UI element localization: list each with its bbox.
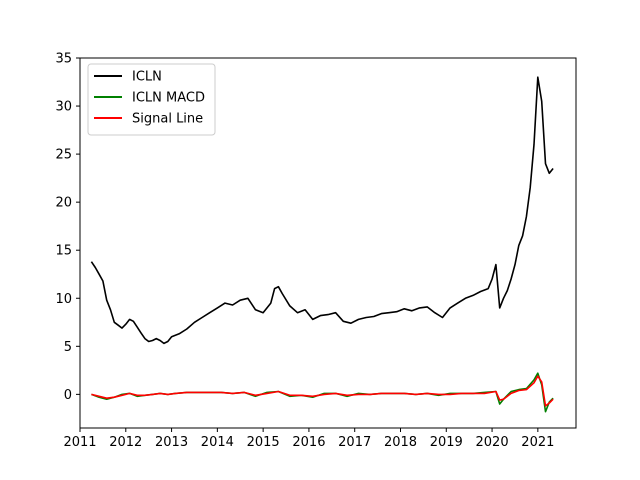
- series-line-icln: [90, 76, 554, 345]
- y-tick-label: 35: [55, 52, 72, 67]
- x-tick-label: 2021: [521, 435, 554, 450]
- x-tick-label: 2019: [430, 435, 463, 450]
- x-tick-label: 2020: [476, 435, 509, 450]
- x-tick-label: 2014: [201, 435, 234, 450]
- x-tick-label: 2016: [292, 435, 325, 450]
- y-tick-label: 5: [64, 340, 72, 355]
- y-tick-label: 10: [55, 292, 72, 307]
- y-tick-label: 20: [55, 196, 72, 211]
- legend: ICLN ICLN MACD Signal Line: [87, 63, 216, 136]
- x-tick-label: 2017: [338, 435, 371, 450]
- y-tick-label: 0: [64, 388, 72, 403]
- x-tick-label: 2012: [109, 435, 142, 450]
- legend-label-icln: ICLN: [132, 70, 162, 85]
- axes-layer: 2011 2012 2013 2014 2015 2016 2017 2018 2019 2020…: [55, 52, 554, 451]
- series-layer: [90, 76, 554, 413]
- legend-label-signal-line: Signal Line: [132, 112, 203, 127]
- x-tick-label: 2018: [384, 435, 417, 450]
- y-tick-label: 25: [55, 148, 72, 163]
- plot-frame: [79, 57, 577, 429]
- y-tick-label: 30: [55, 100, 72, 115]
- x-tick-label: 2015: [247, 435, 280, 450]
- y-tick-label: 15: [55, 244, 72, 259]
- series-line-signal-line: [91, 375, 554, 407]
- x-tick-label: 2011: [63, 435, 96, 450]
- legend-label-icln-macd: ICLN MACD: [132, 91, 205, 106]
- x-tick-label: 2013: [155, 435, 188, 450]
